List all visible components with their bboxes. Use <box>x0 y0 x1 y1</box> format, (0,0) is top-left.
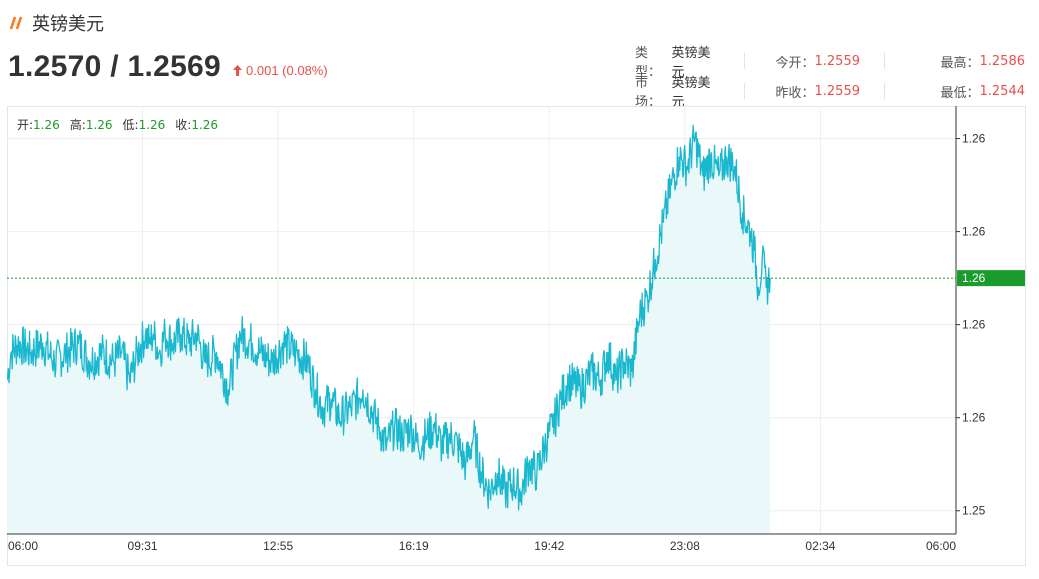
ohlc-open: 开:1.26 <box>17 116 60 133</box>
info-low: 最低： 1.2544 <box>885 82 1025 101</box>
info-divider <box>884 83 885 99</box>
info-market: 市场： 英镑美元 <box>635 72 745 110</box>
ohlc-high-value: 1.26 <box>85 118 113 132</box>
price-change-value: 0.001 (0.08%) <box>246 63 328 78</box>
info-type-value: 英镑美元 <box>671 46 711 80</box>
ohlc-low-label: 低: <box>122 118 139 132</box>
current-price-marker: 1.26 <box>957 270 1025 287</box>
price-area <box>7 125 771 535</box>
info-row-1: 类型： 英镑美元 今开： 1.2559 最高： 1.2586 <box>635 46 1025 80</box>
ohlc-high-label: 高: <box>69 118 86 132</box>
bid-ask-price: 1.2570 / 1.2569 <box>8 50 222 83</box>
info-market-value: 英镑美元 <box>671 76 711 110</box>
info-low-value: 1.2544 <box>979 83 1026 99</box>
y-tick-label: 1.26 <box>962 225 986 239</box>
info-high-value: 1.2586 <box>979 53 1026 69</box>
info-high-label: 最高： <box>940 55 980 71</box>
chart-container[interactable]: 06:00 09:31 12:55 16:19 19:42 23:08 02:34 06:00… <box>6 106 1026 566</box>
info-high: 最高： 1.2586 <box>885 52 1025 71</box>
ohlc-close-label: 收: <box>175 118 192 132</box>
info-type-label: 类型： <box>635 46 662 80</box>
up-arrow-icon <box>233 65 243 76</box>
info-prev-close-label: 昨收： <box>775 85 815 101</box>
current-price-label: 1.26 <box>962 271 986 285</box>
info-low-label: 最低： <box>940 85 980 101</box>
ohlc-open-value: 1.26 <box>33 118 60 132</box>
info-divider <box>744 53 745 69</box>
info-row-2: 市场： 英镑美元 昨收： 1.2559 最低： 1.2544 <box>635 76 1025 110</box>
y-tick-label: 1.26 <box>962 411 986 425</box>
x-tick-label: 09:31 <box>128 539 158 553</box>
info-open-label: 今开： <box>775 55 815 71</box>
y-tick-label: 1.26 <box>962 132 986 146</box>
info-divider <box>744 83 745 99</box>
x-tick-label: 06:00 <box>926 539 956 553</box>
current-price-box <box>957 270 1025 287</box>
info-prev-close-value: 1.2559 <box>814 83 861 99</box>
slash-icon <box>9 16 23 30</box>
x-tick-label: 02:34 <box>805 539 835 553</box>
info-market-label: 市场： <box>635 76 662 110</box>
price-line <box>6 124 771 511</box>
x-tick-label: 12:55 <box>263 539 293 553</box>
ohlc-high: 高:1.26 <box>70 116 113 133</box>
quote-row: 1.2570 / 1.2569 0.001 (0.08%) <box>8 50 328 84</box>
x-tick-label: 23:08 <box>670 539 700 553</box>
ohlc-low: 低:1.26 <box>123 116 166 133</box>
info-open: 今开： 1.2559 <box>745 52 885 71</box>
info-open-value: 1.2559 <box>814 53 861 69</box>
ohlc-low-value: 1.26 <box>138 118 166 132</box>
price-change: 0.001 (0.08%) <box>233 63 328 78</box>
ohlc-readout: 开:1.26 高:1.26 低:1.26 收:1.26 <box>17 116 228 133</box>
y-tick-label: 1.26 <box>962 318 986 332</box>
ohlc-close-value: 1.26 <box>191 118 219 132</box>
y-tick-label: 1.25 <box>962 504 986 518</box>
price-chart[interactable]: 06:00 09:31 12:55 16:19 19:42 23:08 02:34 06:00… <box>6 106 1026 566</box>
ohlc-open-label: 开: <box>17 118 34 132</box>
ohlc-close: 收:1.26 <box>175 116 218 133</box>
page-header: 英镑美元 <box>8 10 104 36</box>
quote-info-grid: 类型： 英镑美元 今开： 1.2559 最高： 1.2586 市场： 英镑美元 … <box>635 46 1025 110</box>
x-tick-label: 16:19 <box>399 539 429 553</box>
info-divider <box>884 53 885 69</box>
page-title: 英镑美元 <box>32 14 104 35</box>
info-type: 类型： 英镑美元 <box>635 42 745 80</box>
x-tick-label: 19:42 <box>534 539 564 553</box>
info-prev-close: 昨收： 1.2559 <box>745 82 885 101</box>
chart-axes: 06:00 09:31 12:55 16:19 19:42 23:08 02:34 06:00… <box>7 106 986 553</box>
x-tick-label: 06:00 <box>8 539 38 553</box>
